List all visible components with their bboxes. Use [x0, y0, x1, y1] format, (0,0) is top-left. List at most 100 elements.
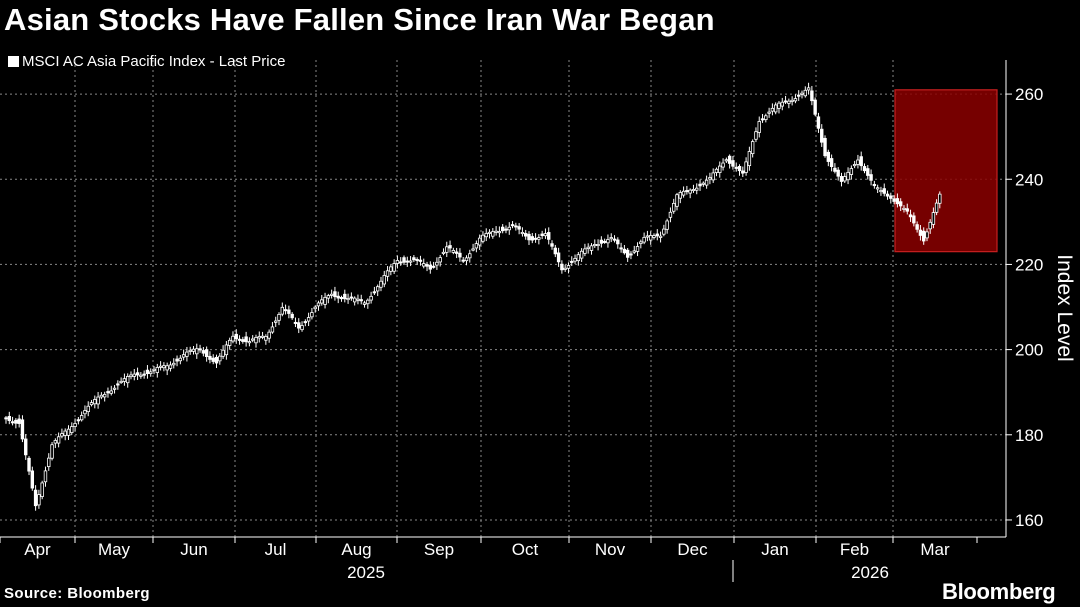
- candle-body: [43, 470, 48, 483]
- candle-body: [757, 121, 761, 133]
- candle-body: [109, 390, 113, 394]
- candle-body: [260, 335, 265, 338]
- candle-body: [635, 246, 640, 252]
- candle-body: [158, 365, 163, 368]
- y-tick-label: 160: [1015, 511, 1043, 530]
- candle-body: [616, 239, 620, 245]
- candle-body: [938, 193, 942, 204]
- candle-body: [270, 326, 275, 333]
- candle-body: [454, 251, 459, 254]
- candle-body: [99, 394, 104, 398]
- x-tick-label: Jan: [761, 540, 788, 559]
- candle-body: [586, 246, 590, 249]
- candle-body: [931, 212, 936, 225]
- candle-body: [283, 309, 288, 312]
- candle-body: [375, 286, 380, 292]
- candle-body: [86, 405, 90, 413]
- candle-body: [579, 250, 584, 259]
- y-tick-label: 220: [1015, 255, 1043, 274]
- candle-body: [622, 248, 627, 254]
- candle-body: [918, 229, 923, 236]
- candle-body: [639, 241, 643, 245]
- candle-body: [257, 336, 261, 339]
- y-tick-label: 200: [1015, 341, 1043, 360]
- candle-body: [254, 336, 258, 344]
- candle-body: [366, 299, 370, 305]
- candle-body: [773, 104, 778, 113]
- candle-body: [79, 415, 84, 421]
- candle-body: [662, 228, 666, 235]
- candle-body: [395, 260, 400, 264]
- candle-body: [24, 438, 28, 456]
- candle-body: [178, 357, 183, 362]
- candle-body: [76, 419, 81, 422]
- candle-body: [392, 263, 396, 272]
- candles: [4, 82, 942, 511]
- candle-body: [53, 440, 58, 444]
- candle-body: [402, 257, 406, 263]
- candle-body: [73, 423, 77, 427]
- candle-body: [20, 419, 25, 440]
- candle-body: [224, 344, 229, 356]
- candle-body: [116, 383, 120, 386]
- candle-body: [734, 166, 738, 169]
- candle-body: [895, 198, 900, 205]
- candle-body: [934, 202, 939, 213]
- candle-body: [132, 373, 136, 377]
- candle-body: [448, 245, 452, 249]
- x-tick-label: Aug: [341, 540, 371, 559]
- candle-body: [533, 237, 538, 240]
- candle-body: [188, 349, 192, 352]
- candle-body: [102, 394, 107, 398]
- candle-body: [165, 365, 169, 371]
- candle-body: [797, 94, 801, 97]
- candle-body: [652, 235, 656, 238]
- candle-body: [244, 336, 248, 343]
- candle-body: [695, 187, 699, 191]
- highlight-layer: [894, 89, 998, 253]
- candle-body: [698, 183, 702, 187]
- x-tick-label: Mar: [920, 540, 950, 559]
- y-ticks: 160 180 200 220 240 260: [1006, 85, 1043, 530]
- candle-body: [685, 190, 689, 193]
- candle-body: [471, 248, 475, 251]
- candle-body: [264, 336, 268, 341]
- candle-body: [750, 141, 755, 155]
- candle-body: [30, 470, 35, 489]
- candle-body: [866, 168, 870, 176]
- candle-body: [119, 380, 123, 383]
- x-tick-label: Jun: [180, 540, 207, 559]
- candle-body: [602, 240, 607, 243]
- candle-body: [149, 371, 153, 375]
- candle-body: [60, 433, 64, 437]
- x-tick-label: Sep: [424, 540, 454, 559]
- candle-body: [658, 235, 663, 238]
- candle-body: [290, 313, 294, 319]
- candle-body: [553, 247, 558, 255]
- candle-body: [510, 224, 515, 227]
- candle-body: [425, 264, 429, 267]
- candle-body: [198, 348, 202, 351]
- candle-body: [783, 100, 788, 103]
- candle-body: [879, 190, 883, 193]
- war-highlight-box: [894, 89, 998, 253]
- x-tick-label: May: [98, 540, 131, 559]
- candle-body: [195, 348, 199, 355]
- candle-body: [491, 231, 495, 237]
- candle-body: [359, 299, 363, 302]
- candle-body: [372, 291, 377, 294]
- candle-body: [843, 176, 847, 182]
- candle-body: [96, 396, 100, 405]
- candle-body: [744, 161, 748, 173]
- candle-body: [596, 244, 600, 247]
- candle-body: [741, 170, 745, 174]
- candle-body: [37, 494, 41, 506]
- candle-body: [530, 236, 534, 241]
- candle-body: [820, 128, 824, 143]
- candle-body: [678, 192, 683, 199]
- candle-body: [428, 264, 433, 270]
- candle-body: [922, 230, 926, 242]
- x-tick-label: Nov: [595, 540, 626, 559]
- candle-body: [599, 239, 604, 244]
